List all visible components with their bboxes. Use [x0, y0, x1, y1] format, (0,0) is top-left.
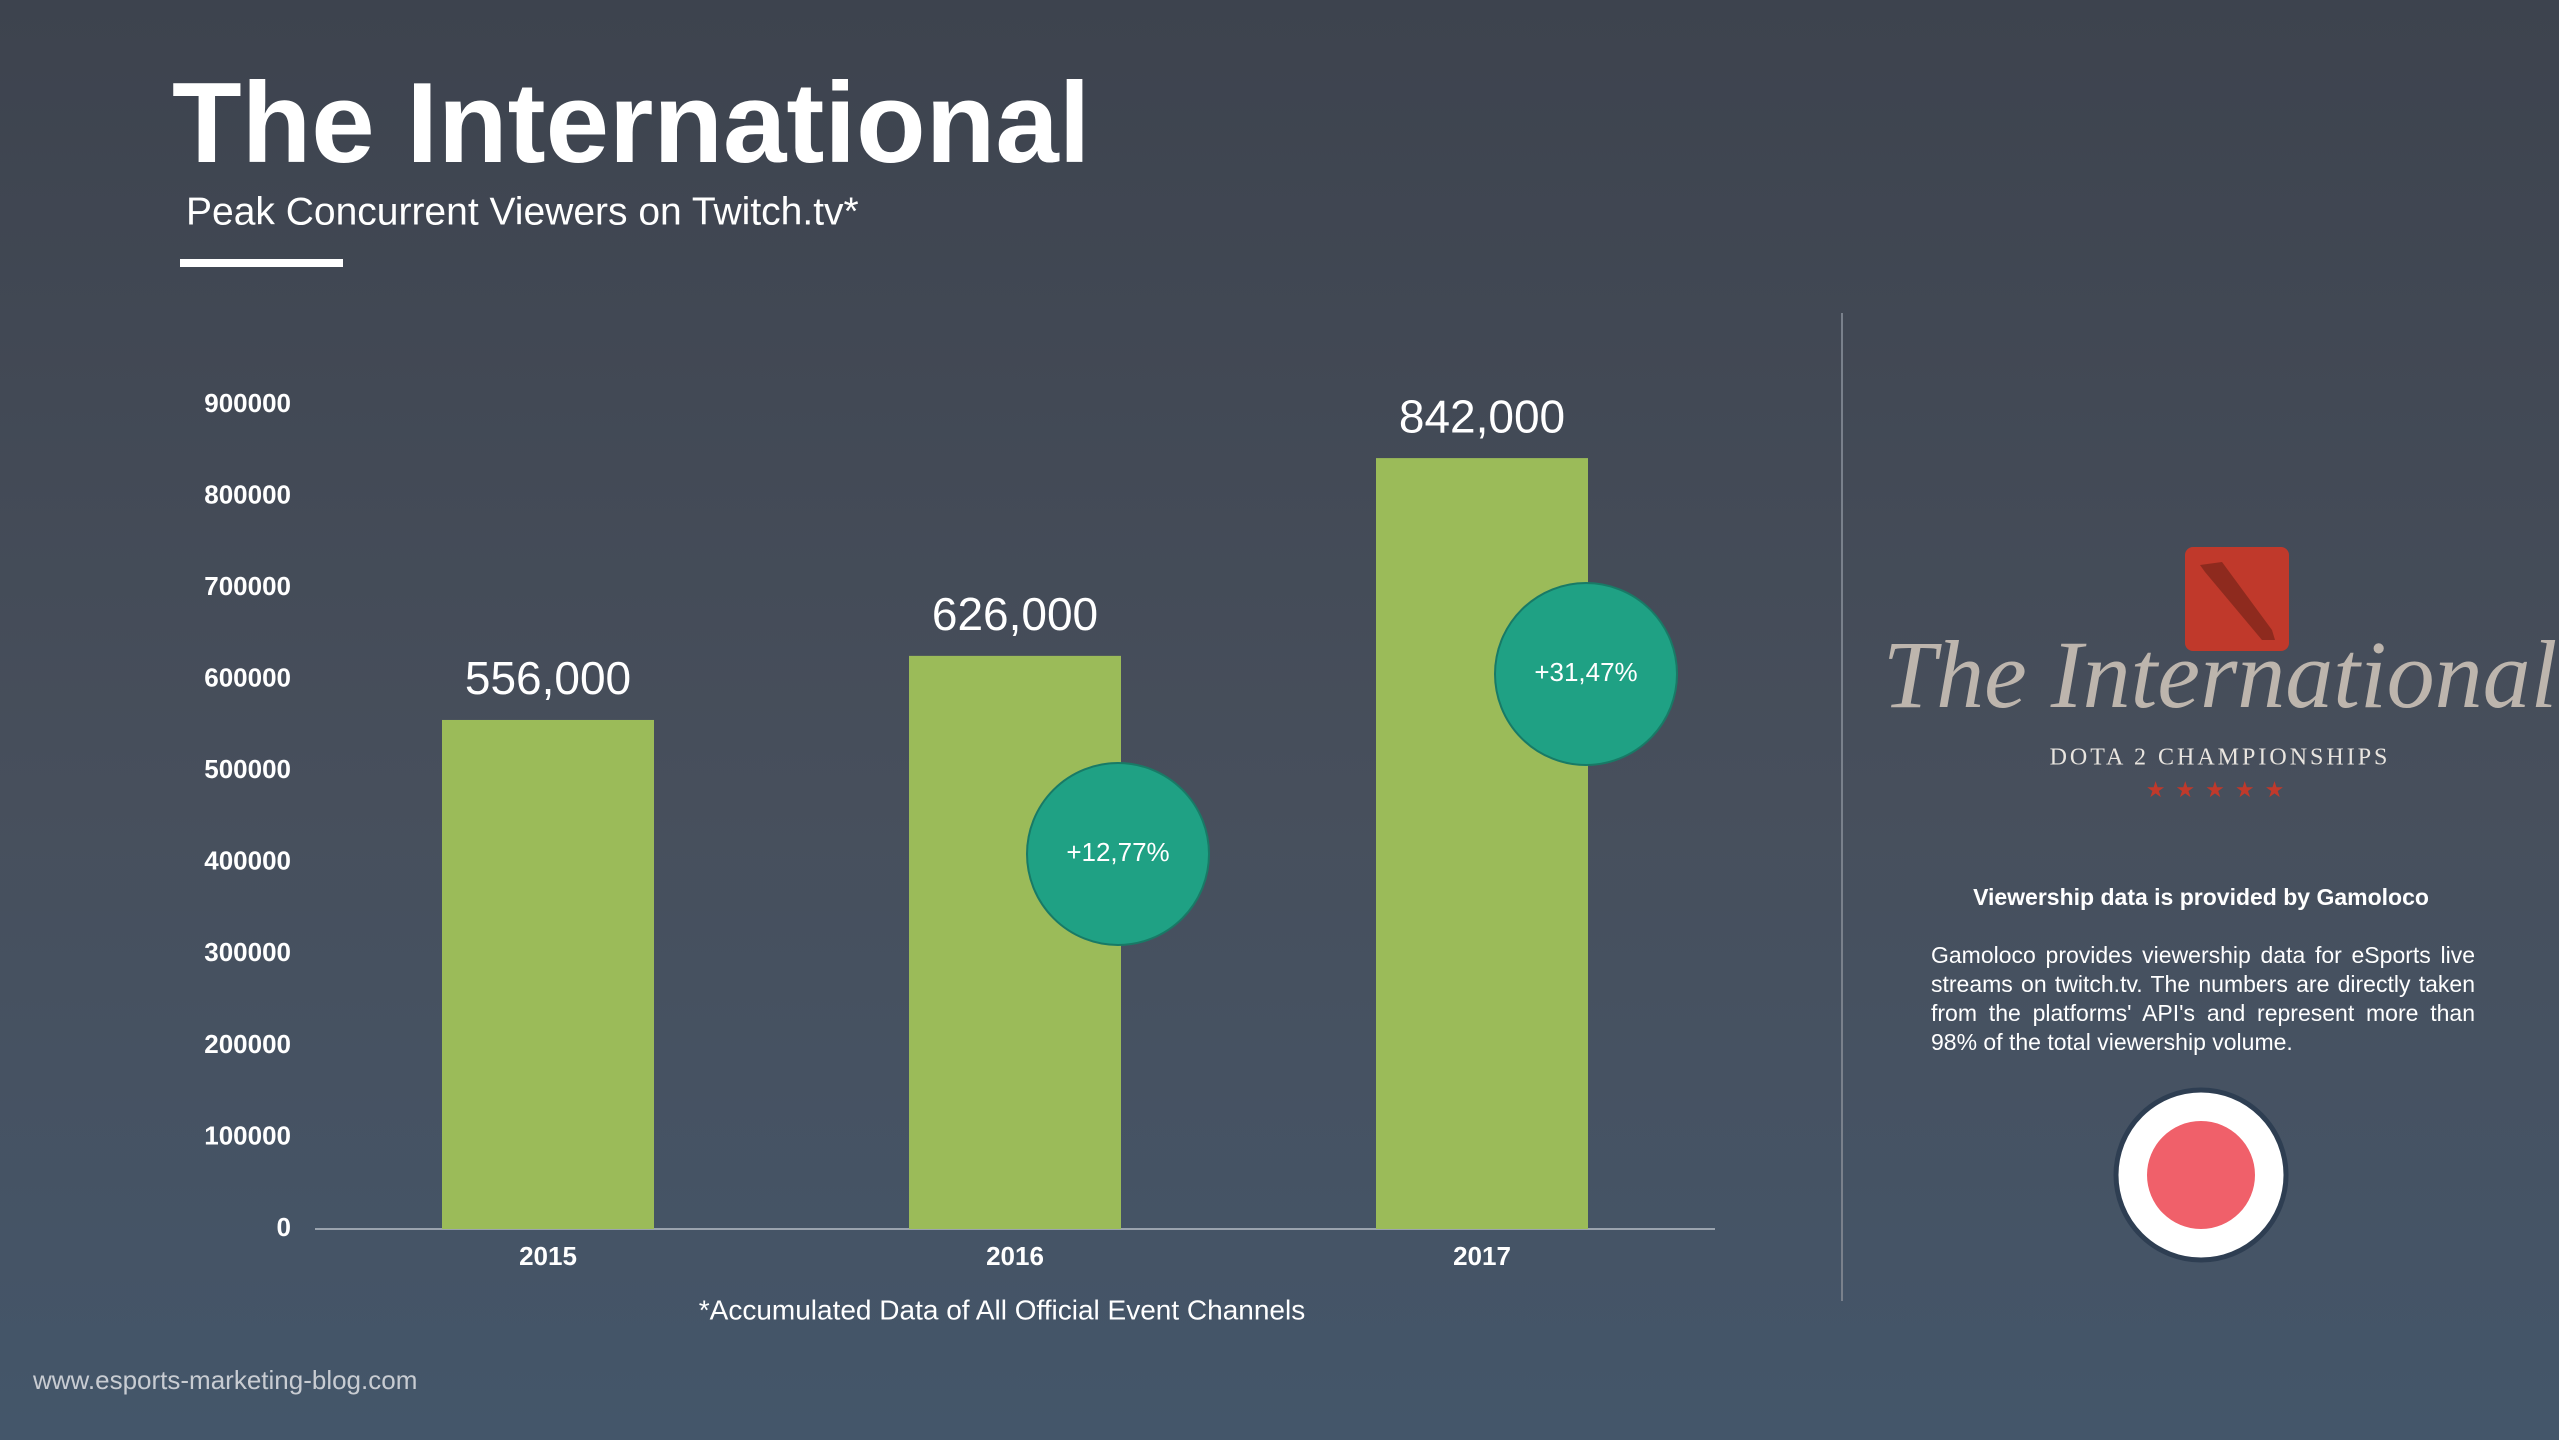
growth-label: +12,77% [1066, 837, 1169, 867]
y-tick-label: 400000 [204, 846, 291, 876]
growth-label: +31,47% [1534, 657, 1637, 687]
bar [1376, 458, 1588, 1229]
x-tick-label: 2017 [1453, 1241, 1511, 1271]
title-underline [180, 259, 343, 267]
value-label: 842,000 [1399, 390, 1565, 442]
y-tick-label: 900000 [204, 388, 291, 418]
y-tick-label: 600000 [204, 663, 291, 693]
x-tick-label: 2015 [519, 1241, 577, 1271]
value-label: 626,000 [932, 588, 1098, 640]
y-tick-label: 100000 [204, 1120, 291, 1150]
logo-subtitle: DOTA 2 CHAMPIONSHIPS [2050, 745, 2391, 771]
y-tick-label: 200000 [204, 1029, 291, 1059]
chart-subtitle: Peak Concurrent Viewers on Twitch.tv* [186, 190, 859, 233]
growth-badge [1026, 762, 1210, 946]
y-tick-label: 500000 [204, 754, 291, 784]
y-tick-label: 800000 [204, 479, 291, 509]
logo-title: The International [1883, 621, 2558, 728]
source-heading: Viewership data is provided by Gamoloco [1973, 884, 2429, 910]
bar [909, 655, 1121, 1229]
y-tick-label: 700000 [204, 571, 291, 601]
dota-logo-mark [2200, 562, 2275, 640]
chart-title: The International [172, 60, 1090, 187]
y-tick-label: 0 [277, 1212, 291, 1242]
footnote: *Accumulated Data of All Official Event … [699, 1294, 1305, 1325]
footer-url: www.esports-marketing-blog.com [32, 1365, 417, 1395]
y-tick-label: 300000 [204, 937, 291, 967]
logo-stars: ★★★★★ [2146, 777, 2295, 802]
x-tick-label: 2016 [986, 1241, 1044, 1271]
gamoloco-logo-inner [2147, 1121, 2255, 1229]
growth-badge [1494, 582, 1678, 766]
source-text: Gamoloco provides viewership data for eS… [1931, 942, 2475, 1055]
value-label: 556,000 [465, 652, 631, 704]
bar [442, 719, 654, 1229]
